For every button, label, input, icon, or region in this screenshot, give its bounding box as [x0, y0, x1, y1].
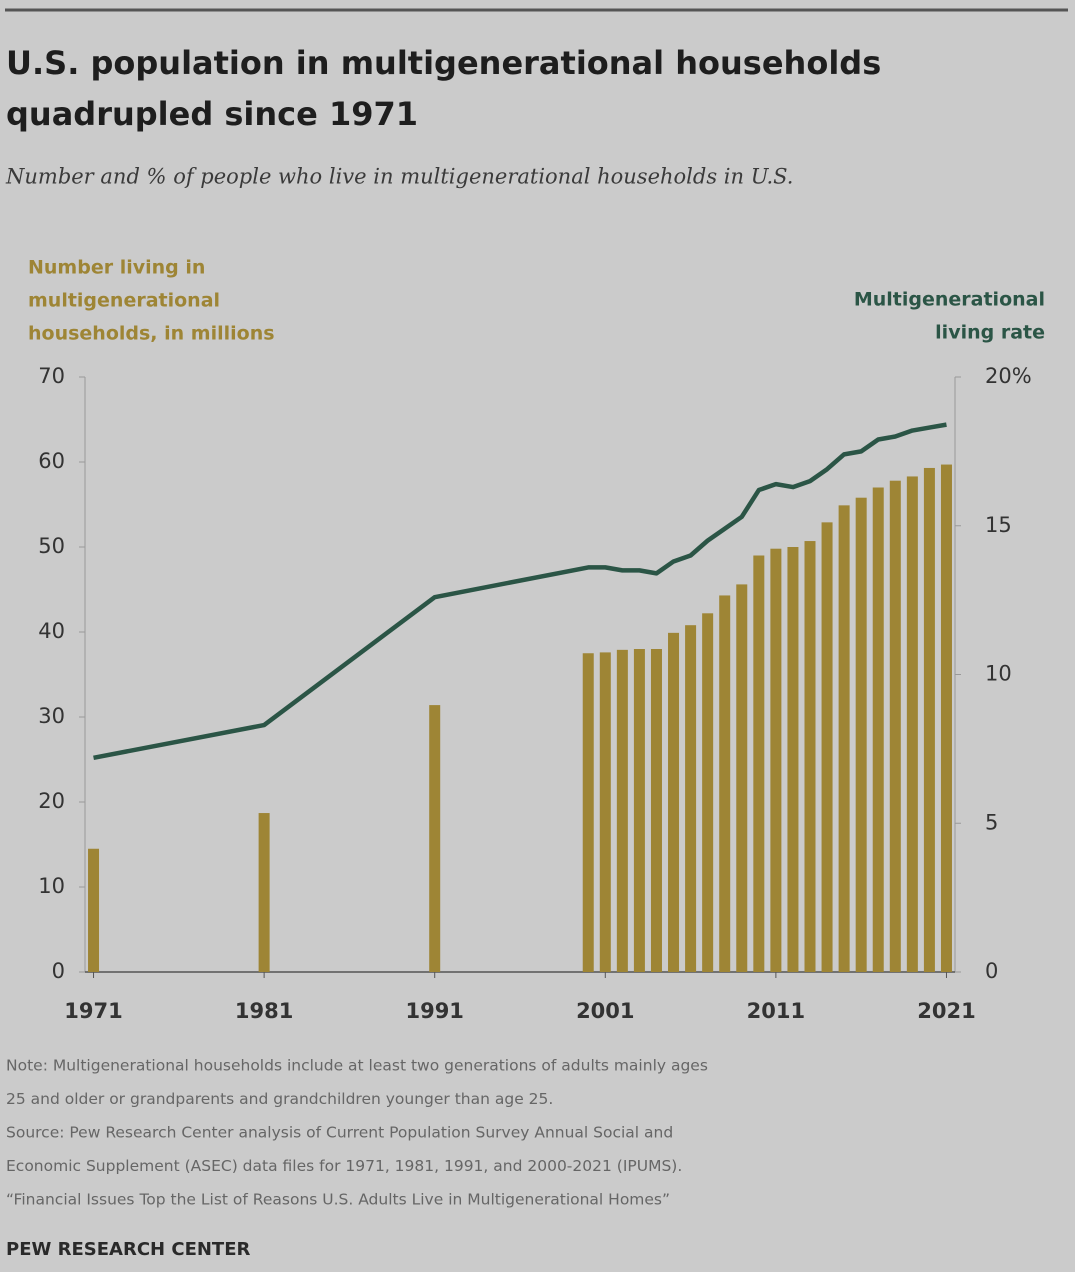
bar: [668, 632, 680, 972]
source: PEW RESEARCH CENTER: [6, 1239, 251, 1260]
chart-title: quadrupled since 1971: [6, 95, 418, 133]
y-axis-title: households, in millions: [28, 323, 275, 345]
bar: [599, 652, 611, 972]
bar: [838, 505, 850, 972]
y-tick-label: 0: [52, 959, 65, 983]
y-tick-label: 60: [38, 449, 65, 473]
chart-subtitle: Number and % of people who live in multi…: [5, 165, 793, 189]
x-tick-label: 1991: [405, 999, 463, 1023]
note: Economic Supplement (ASEC) data files fo…: [6, 1157, 682, 1175]
bar: [940, 464, 952, 972]
bar: [872, 487, 884, 972]
y2-tick-label: 5: [985, 810, 998, 834]
bar: [719, 595, 731, 972]
bar: [923, 467, 935, 972]
y-tick-label: 50: [38, 534, 65, 558]
chart-title: U.S. population in multigenerational hou…: [6, 44, 881, 82]
bar: [753, 555, 765, 972]
bar: [616, 649, 628, 972]
bar: [736, 584, 748, 972]
note: Source: Pew Research Center analysis of …: [6, 1124, 673, 1142]
y2-axis-title: living rate: [935, 322, 1045, 344]
bar: [650, 649, 662, 972]
y-tick-label: 10: [38, 874, 65, 898]
y-tick-label: 30: [38, 704, 65, 728]
y2-axis-title: Multigenerational: [854, 289, 1045, 311]
bar: [258, 813, 270, 972]
bar: [582, 653, 594, 972]
y-tick-label: 40: [38, 619, 65, 643]
x-tick-label: 2011: [747, 999, 805, 1023]
x-tick-label: 2021: [917, 999, 975, 1023]
x-tick-label: 2001: [576, 999, 634, 1023]
y2-tick-label: 0: [985, 959, 998, 983]
note: Note: Multigenerational households inclu…: [6, 1057, 708, 1075]
y-axis-title: multigenerational: [28, 290, 220, 312]
y-tick-label: 70: [38, 364, 65, 388]
note: 25 and older or grandparents and grandch…: [6, 1090, 553, 1108]
bar: [770, 548, 782, 972]
x-tick-label: 1971: [64, 999, 122, 1023]
bar: [88, 848, 100, 972]
x-tick-label: 1981: [235, 999, 293, 1023]
bar: [889, 480, 901, 972]
bar: [429, 705, 441, 972]
y2-tick-label: 20%: [985, 364, 1032, 388]
bar: [787, 547, 799, 972]
y-axis-title: Number living in: [28, 257, 205, 279]
bar: [804, 541, 816, 972]
y-tick-label: 20: [38, 789, 65, 813]
bar: [685, 625, 697, 972]
bar: [906, 476, 918, 972]
note: “Financial Issues Top the List of Reason…: [6, 1191, 670, 1209]
bar: [821, 522, 833, 972]
bar: [633, 649, 645, 972]
y2-tick-label: 15: [985, 513, 1012, 537]
y2-tick-label: 10: [985, 662, 1012, 686]
bar: [702, 613, 714, 972]
bar: [855, 497, 867, 972]
line: [93, 422, 947, 761]
